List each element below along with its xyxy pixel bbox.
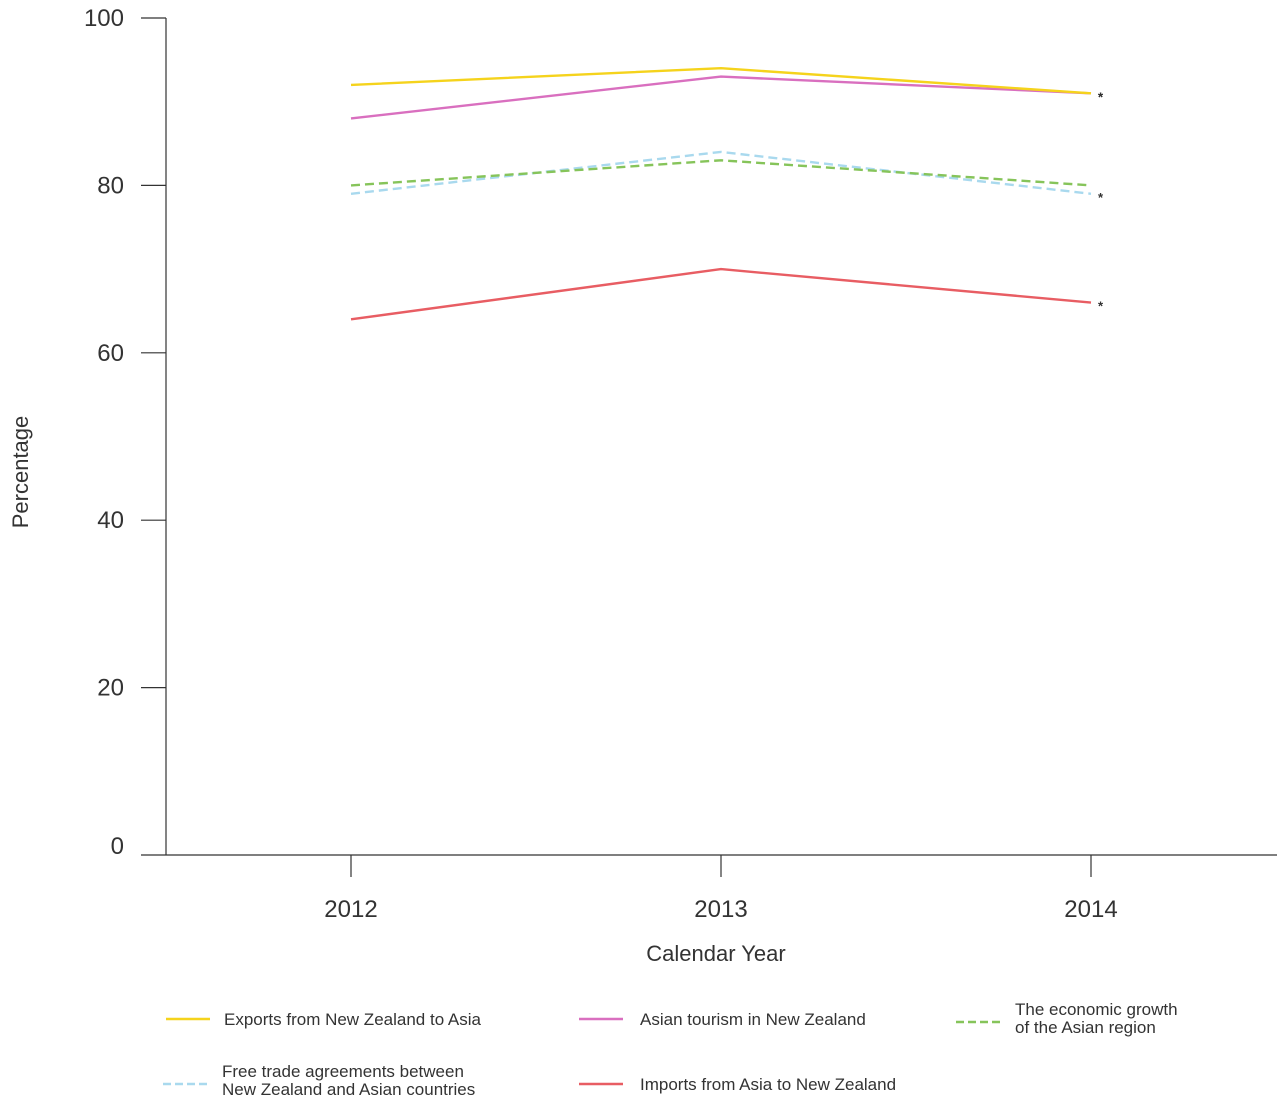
- y-tick-label: 0: [111, 833, 124, 860]
- legend-label: New Zealand and Asian countries: [222, 1080, 475, 1099]
- axes: [165, 18, 1277, 856]
- legend-label: of the Asian region: [1015, 1018, 1156, 1037]
- x-axis-title: Calendar Year: [646, 941, 785, 966]
- legend-label: Imports from Asia to New Zealand: [640, 1075, 896, 1094]
- y-tick-label: 20: [97, 675, 124, 702]
- y-tick-label: 40: [97, 507, 124, 534]
- legend-label: Exports from New Zealand to Asia: [224, 1010, 482, 1029]
- significance-asterisk: *: [1098, 89, 1104, 104]
- legend-label: Asian tourism in New Zealand: [640, 1010, 866, 1029]
- legend-label: Free trade agreements between: [222, 1062, 464, 1081]
- legend: Exports from New Zealand to Asia Asian to…: [163, 1000, 1178, 1099]
- annotations: ****: [1098, 89, 1104, 313]
- x-tick-label: 2012: [324, 896, 377, 923]
- significance-asterisk: *: [1098, 190, 1104, 205]
- y-axis-title: Percentage: [8, 416, 33, 529]
- y-tick-label: 80: [97, 172, 124, 199]
- y-tick-label: 60: [97, 340, 124, 367]
- y-tick-label: 100: [84, 5, 124, 32]
- series-line: [350, 267, 1092, 321]
- series-line: [350, 67, 1092, 95]
- x-tick-label: 2014: [1064, 896, 1117, 923]
- significance-asterisk: *: [1098, 299, 1104, 314]
- x-tick-label: 2013: [694, 896, 747, 923]
- series-line: [350, 159, 1092, 187]
- significance-asterisk: *: [1098, 89, 1104, 104]
- y-axis-ticks: 0 20 40 60 80 100: [84, 5, 166, 860]
- x-axis-ticks: 2012 2013 2014: [324, 855, 1118, 923]
- series-line: [350, 150, 1092, 195]
- legend-label: The economic growth: [1015, 1000, 1178, 1019]
- series-lines: [350, 67, 1092, 321]
- series-line: [350, 75, 1092, 120]
